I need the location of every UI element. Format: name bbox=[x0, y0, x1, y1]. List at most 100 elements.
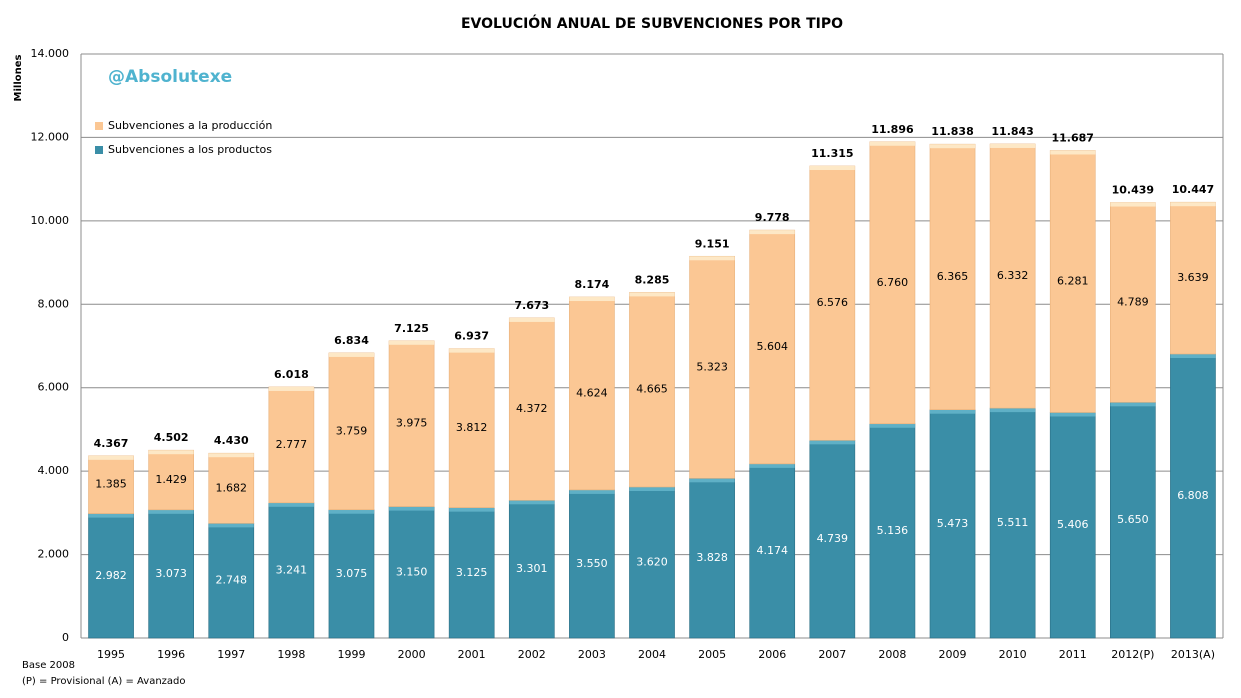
x-tick-label: 1995 bbox=[97, 648, 125, 661]
total-label: 6.937 bbox=[454, 330, 489, 343]
legend-label: Subvenciones a los productos bbox=[108, 143, 272, 156]
bar-cap bbox=[148, 509, 194, 514]
data-label: 5.473 bbox=[937, 517, 969, 530]
bar-cap bbox=[569, 297, 615, 302]
total-label: 7.673 bbox=[514, 299, 549, 312]
bar-cap bbox=[1170, 354, 1216, 359]
note: (P) = Provisional (A) = Avanzado bbox=[22, 676, 186, 687]
data-label: 5.650 bbox=[1117, 513, 1149, 526]
bar-segment bbox=[328, 352, 375, 511]
bar-cap bbox=[990, 143, 1036, 148]
bar-segment bbox=[208, 523, 255, 639]
total-label: 7.125 bbox=[394, 322, 429, 335]
total-label: 6.018 bbox=[274, 368, 309, 381]
data-label: 2.982 bbox=[95, 569, 127, 582]
bar-cap bbox=[389, 340, 435, 345]
total-label: 10.439 bbox=[1112, 184, 1154, 197]
bar-segment bbox=[1110, 402, 1156, 639]
bar-cap bbox=[208, 453, 254, 458]
y-tick-label: 8.000 bbox=[38, 297, 70, 310]
total-label: 10.447 bbox=[1172, 183, 1214, 196]
bar-cap bbox=[809, 166, 855, 171]
bar-segment bbox=[508, 317, 555, 501]
bar-cap bbox=[1110, 402, 1156, 407]
bar-segment bbox=[809, 165, 856, 441]
x-tick-label: 2004 bbox=[638, 648, 666, 661]
x-tick-label: 2012(P) bbox=[1111, 648, 1154, 661]
bar-cap bbox=[990, 408, 1036, 413]
bar-cap bbox=[869, 423, 915, 428]
data-label: 4.624 bbox=[576, 386, 608, 399]
bar-cap bbox=[148, 450, 194, 455]
data-label: 2.748 bbox=[216, 574, 248, 587]
bar-cap bbox=[629, 486, 675, 491]
y-axis-label: Millones bbox=[13, 54, 24, 101]
bar-cap bbox=[629, 292, 675, 297]
x-tick-label: 2013(A) bbox=[1171, 648, 1215, 661]
data-label: 6.332 bbox=[997, 269, 1029, 282]
bar-cap bbox=[449, 507, 495, 512]
data-label: 3.975 bbox=[396, 417, 428, 430]
bar-segment bbox=[88, 455, 134, 514]
data-label: 4.789 bbox=[1117, 295, 1149, 308]
bar-cap bbox=[328, 509, 375, 514]
x-tick-label: 1998 bbox=[277, 648, 305, 661]
bar-cap bbox=[809, 440, 855, 445]
bar-cap bbox=[749, 230, 795, 235]
data-label: 3.241 bbox=[276, 563, 308, 576]
data-label: 3.125 bbox=[456, 566, 488, 579]
data-label: 2.777 bbox=[276, 438, 308, 451]
data-label: 1.385 bbox=[95, 478, 127, 491]
x-tick-label: 2011 bbox=[1059, 648, 1087, 661]
bar-cap bbox=[869, 141, 915, 146]
bar-cap bbox=[509, 317, 555, 322]
legend-swatch bbox=[95, 146, 103, 154]
note: Base 2008 bbox=[22, 660, 75, 671]
data-label: 4.174 bbox=[756, 544, 788, 557]
bar-segment bbox=[629, 292, 675, 488]
bar-segment bbox=[388, 340, 435, 507]
total-label: 8.174 bbox=[574, 278, 609, 291]
chart-title: EVOLUCIÓN ANUAL DE SUBVENCIONES POR TIPO bbox=[461, 14, 843, 32]
data-label: 5.323 bbox=[696, 360, 728, 373]
x-tick-label: 1999 bbox=[337, 648, 365, 661]
total-label: 4.367 bbox=[94, 437, 129, 450]
bar-segment bbox=[989, 143, 1036, 409]
bar-cap bbox=[689, 478, 735, 483]
bar-segment bbox=[1170, 353, 1216, 639]
bar-segment bbox=[148, 509, 194, 639]
bar-segment bbox=[869, 141, 916, 425]
bar-cap bbox=[569, 489, 615, 494]
data-label: 5.604 bbox=[756, 340, 788, 353]
data-label: 6.365 bbox=[937, 270, 969, 283]
data-label: 6.576 bbox=[817, 296, 849, 309]
bar-segment bbox=[809, 440, 856, 639]
data-label: 5.406 bbox=[1057, 518, 1089, 531]
y-tick-label: 10.000 bbox=[31, 214, 70, 227]
bar-segment bbox=[1110, 202, 1156, 403]
bar-cap bbox=[328, 352, 375, 357]
bar-segment bbox=[1049, 150, 1096, 413]
data-label: 3.075 bbox=[336, 567, 368, 580]
bar-cap bbox=[689, 256, 735, 261]
bar-segment bbox=[388, 506, 435, 639]
total-label: 11.843 bbox=[991, 125, 1033, 138]
data-label: 3.812 bbox=[456, 421, 488, 434]
y-tick-label: 6.000 bbox=[38, 381, 70, 394]
bar-cap bbox=[1050, 412, 1096, 417]
data-label: 1.682 bbox=[216, 481, 248, 494]
data-label: 3.073 bbox=[155, 567, 187, 580]
bar-cap bbox=[268, 386, 314, 391]
total-label: 4.502 bbox=[154, 431, 189, 444]
bar-cap bbox=[88, 455, 134, 460]
bar-segment bbox=[1049, 412, 1096, 639]
data-label: 3.759 bbox=[336, 424, 368, 437]
x-tick-label: 2003 bbox=[578, 648, 606, 661]
y-tick-label: 14.000 bbox=[31, 47, 70, 60]
bar-segment bbox=[929, 409, 976, 639]
data-label: 3.828 bbox=[696, 551, 728, 564]
y-tick-label: 12.000 bbox=[31, 130, 70, 143]
x-tick-label: 2010 bbox=[999, 648, 1027, 661]
x-tick-label: 2009 bbox=[939, 648, 967, 661]
legend-label: Subvenciones a la producción bbox=[108, 119, 272, 132]
